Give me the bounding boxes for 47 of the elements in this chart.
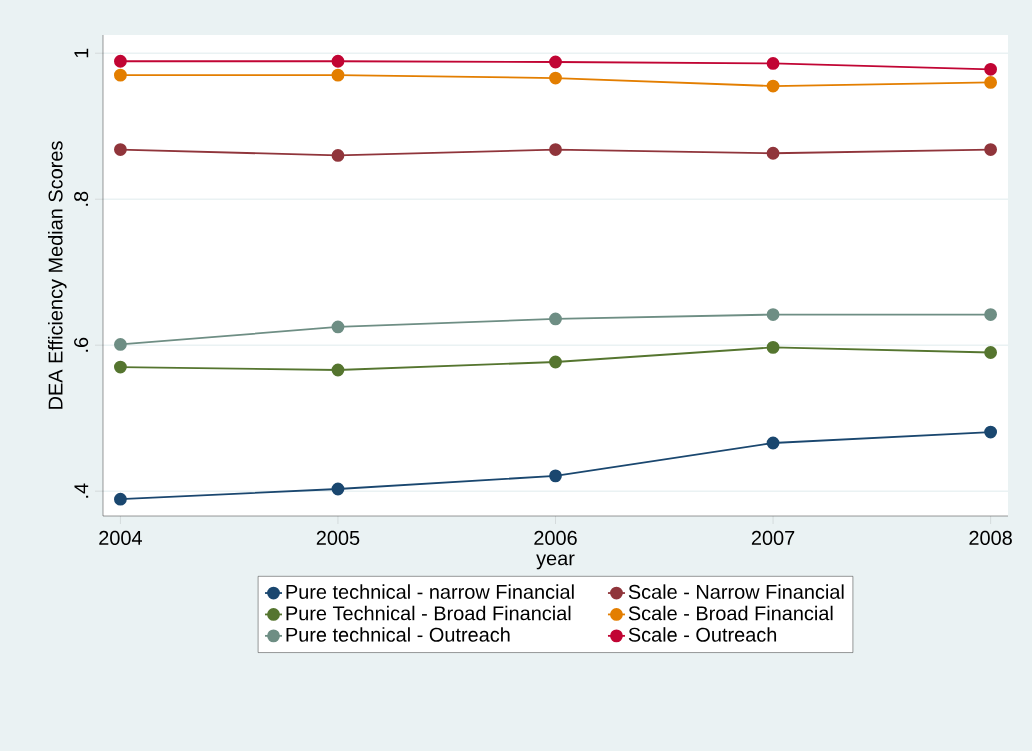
- point: [766, 340, 780, 354]
- point: [766, 57, 780, 70]
- legend-label: Scale - Outreach: [628, 627, 777, 642]
- point: [331, 54, 345, 68]
- point: [766, 436, 780, 450]
- point: [114, 54, 127, 68]
- point: [331, 149, 345, 162]
- x-tick-label: 2008: [969, 530, 1012, 545]
- point: [549, 71, 562, 85]
- y-tick-label: .6: [74, 337, 89, 352]
- legend-label: Pure technical - narrow Financial: [286, 584, 574, 599]
- y-tick-label: 1: [74, 48, 89, 58]
- y-axis-title: DEA Efficiency Median Scores: [48, 141, 67, 409]
- x-tick-label: 2007: [751, 530, 795, 545]
- legend-label: Scale - Broad Financial: [628, 605, 833, 621]
- point: [114, 68, 127, 82]
- point: [984, 143, 998, 156]
- point: [549, 55, 562, 69]
- x-tick-label: 2005: [316, 530, 360, 545]
- legend-label: Pure Technical - Broad Financial: [286, 605, 571, 621]
- point: [984, 308, 998, 321]
- point: [984, 76, 998, 89]
- x-tick-label: 2006: [534, 530, 577, 545]
- x-axis-title: year: [536, 554, 575, 570]
- point: [331, 68, 345, 82]
- point: [331, 482, 345, 496]
- point: [114, 360, 127, 374]
- point: [331, 363, 345, 377]
- point: [766, 146, 780, 160]
- point: [984, 62, 998, 76]
- point: [549, 312, 562, 326]
- point: [114, 338, 127, 351]
- point: [114, 492, 127, 506]
- y-tick-label: .4: [74, 483, 89, 498]
- point: [331, 320, 345, 334]
- point: [984, 425, 998, 439]
- point: [766, 79, 780, 93]
- x-tick-label: 2004: [99, 530, 142, 545]
- y-tick-label: .8: [74, 191, 89, 206]
- legend-label: Pure technical - Outreach: [286, 627, 510, 642]
- legend-label: Scale - Narrow Financial: [628, 584, 844, 599]
- point: [549, 143, 562, 156]
- point: [766, 308, 780, 321]
- point: [549, 469, 562, 483]
- point: [549, 355, 562, 369]
- point: [984, 346, 998, 359]
- point: [114, 143, 127, 156]
